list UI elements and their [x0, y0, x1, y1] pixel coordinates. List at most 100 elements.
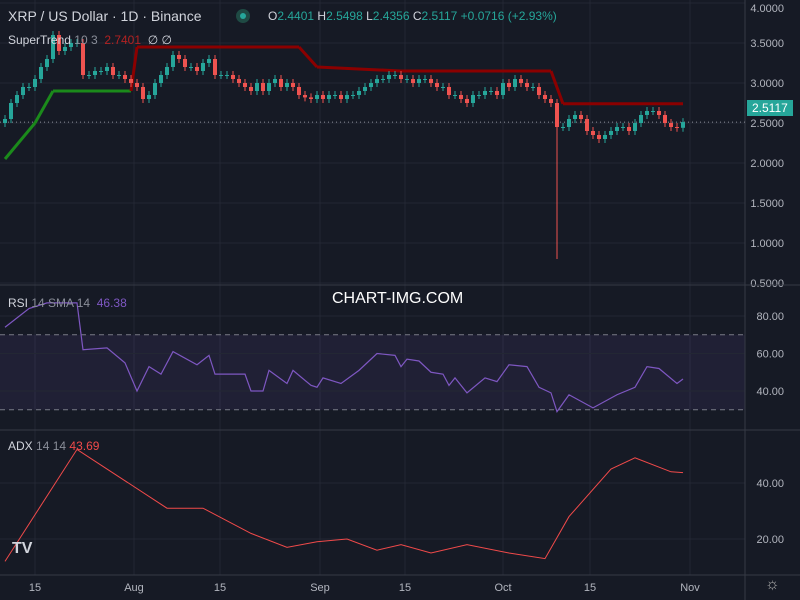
candle-body — [105, 67, 109, 71]
watermark: CHART-IMG.COM — [332, 290, 464, 307]
rsi-value: 46.38 — [96, 296, 127, 310]
candle-body — [27, 87, 31, 88]
candle-body — [417, 79, 421, 83]
candle-body — [9, 103, 13, 119]
candle-body — [45, 59, 49, 67]
candle-body — [231, 75, 235, 79]
candle-body — [621, 127, 625, 128]
candle-body — [411, 79, 415, 83]
candle-body — [363, 87, 367, 91]
candle-body — [663, 115, 667, 123]
candle-body — [207, 59, 211, 63]
candle-body — [429, 79, 433, 83]
time-tick-label: Aug — [124, 582, 144, 594]
candle-body — [117, 75, 121, 76]
candle-body — [477, 95, 481, 96]
candle-body — [195, 67, 199, 71]
candle-body — [501, 83, 505, 95]
candle-body — [633, 123, 637, 131]
close-value: 2.5117 — [421, 9, 458, 23]
price-tick-label: 0.5000 — [750, 278, 784, 290]
supertrend-legend[interactable]: SuperTrend 10 3 2.7401 ∅ ∅ — [8, 33, 172, 47]
supertrend-segment — [316, 65, 402, 73]
candle-body — [675, 127, 679, 128]
candle-body — [357, 91, 361, 95]
candle-body — [471, 95, 475, 103]
candle-body — [489, 91, 493, 92]
rsi-legend[interactable]: RSI 14 SMA 14 46.38 — [8, 296, 127, 310]
supertrend-empty-2: ∅ — [161, 33, 172, 47]
candle-body — [657, 111, 661, 115]
candle-body — [99, 71, 103, 72]
change-value: +0.0716 (+2.93%) — [460, 9, 557, 23]
adx-params: 14 14 — [36, 439, 67, 453]
candle-body — [15, 95, 19, 103]
price-tick-label: 4.0000 — [750, 3, 784, 15]
adx-tick-label: 40.00 — [756, 478, 784, 490]
candle-body — [255, 83, 259, 91]
adx-tick-label: 20.00 — [756, 534, 784, 546]
candle-body — [531, 87, 535, 88]
rsi-label: RSI — [8, 296, 29, 310]
low-label: L — [366, 9, 373, 23]
open-label: O — [268, 9, 278, 23]
candle-body — [129, 79, 133, 83]
rsi-band — [0, 334, 745, 410]
candle-body — [249, 87, 253, 91]
candle-body — [225, 75, 229, 76]
price-tick-label: 3.5000 — [750, 38, 784, 50]
supertrend-segment — [33, 90, 55, 124]
time-tick-label: Sep — [310, 582, 330, 594]
time-tick-label: 15 — [399, 582, 411, 594]
candle-body — [507, 83, 511, 87]
candle-body — [447, 87, 451, 95]
candle-body — [261, 83, 265, 91]
candle-body — [267, 83, 271, 91]
adx-legend[interactable]: ADX 14 14 43.69 — [8, 439, 99, 453]
candle-body — [93, 71, 97, 75]
candle-body — [339, 95, 343, 99]
rsi-tick-label: 60.00 — [756, 349, 784, 361]
candle-body — [141, 87, 145, 99]
candle-body — [561, 127, 565, 128]
candle-body — [591, 131, 595, 135]
candle-body — [201, 63, 205, 71]
candle-body — [327, 95, 331, 99]
ohlc-readout: O2.4401 H2.5498 L2.4356 C2.5117 +0.0716 … — [268, 9, 557, 23]
rsi-tick-label: 80.00 — [756, 311, 784, 323]
candle-body — [465, 99, 469, 103]
supertrend-segment — [3, 122, 37, 160]
candle-body — [333, 95, 337, 96]
supertrend-empty-1: ∅ — [147, 33, 159, 47]
candle-body — [585, 119, 589, 131]
candle-body — [309, 97, 313, 99]
candle-body — [21, 87, 25, 95]
time-tick-label: Nov — [680, 582, 700, 594]
supertrend-segment — [549, 70, 565, 105]
candle-body — [273, 79, 277, 83]
candle-body — [453, 95, 457, 96]
price-tick-label: 2.0000 — [750, 158, 784, 170]
supertrend-segment — [297, 45, 319, 69]
candle-body — [159, 75, 163, 83]
candle-body — [153, 83, 157, 95]
price-tick-label: 1.5000 — [750, 198, 784, 210]
candle-body — [303, 95, 307, 98]
candle-body — [351, 95, 355, 96]
candle-body — [639, 115, 643, 123]
candle-body — [291, 83, 295, 87]
candle-body — [69, 43, 73, 47]
candle-body — [393, 75, 397, 76]
candle-body — [423, 79, 427, 80]
candle-body — [459, 95, 463, 99]
candle-body — [435, 83, 439, 87]
candle-body — [135, 83, 139, 87]
candle-body — [651, 111, 655, 112]
candle-body — [627, 127, 631, 131]
candle-body — [183, 59, 187, 67]
supertrend-value: 2.7401 — [104, 33, 142, 47]
last-price-tag: 2.5117 — [747, 100, 793, 116]
settings-gear-icon[interactable]: ☼ — [765, 576, 780, 593]
